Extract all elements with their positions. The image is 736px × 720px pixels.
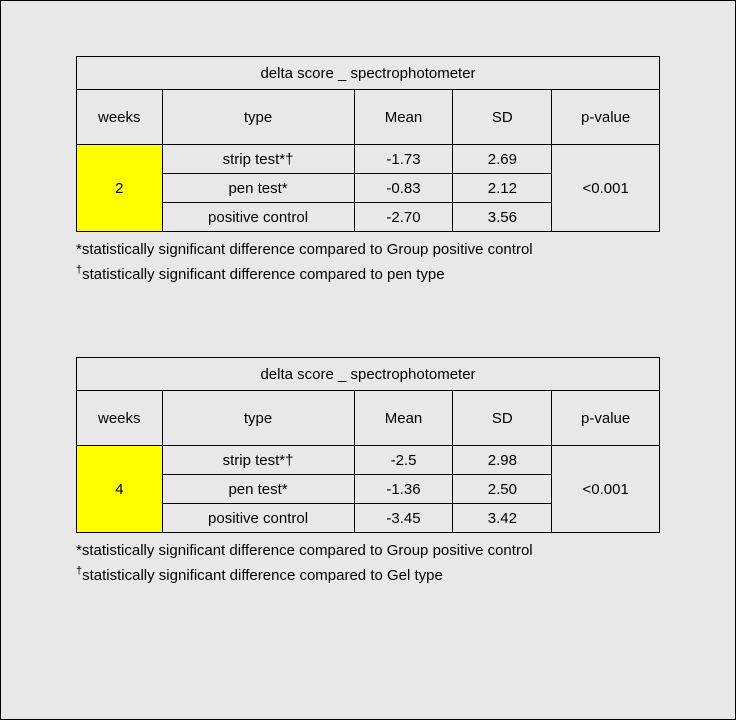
- type-cell: positive control: [162, 504, 354, 533]
- header-mean: Mean: [354, 391, 453, 446]
- header-pvalue: p-value: [552, 90, 660, 145]
- spectro-table-week2: delta score _ spectrophotometer weeks ty…: [76, 56, 660, 232]
- header-sd: SD: [453, 90, 552, 145]
- sd-cell: 2.69: [453, 145, 552, 174]
- sd-cell: 3.56: [453, 203, 552, 232]
- type-cell: strip test*†: [162, 446, 354, 475]
- header-weeks: weeks: [77, 391, 163, 446]
- footnote-line: *statistically significant difference co…: [76, 539, 660, 563]
- table-header-row: weeks type Mean SD p-value: [77, 90, 660, 145]
- table-title: delta score _ spectrophotometer: [77, 57, 660, 90]
- weeks-cell: 4: [77, 446, 163, 533]
- mean-cell: -1.36: [354, 475, 453, 504]
- mean-cell: -2.70: [354, 203, 453, 232]
- header-weeks: weeks: [77, 90, 163, 145]
- type-cell: pen test*: [162, 174, 354, 203]
- weeks-cell: 2: [77, 145, 163, 232]
- pvalue-cell: <0.001: [552, 446, 660, 533]
- header-mean: Mean: [354, 90, 453, 145]
- sd-cell: 2.50: [453, 475, 552, 504]
- mean-cell: -3.45: [354, 504, 453, 533]
- header-pvalue: p-value: [552, 391, 660, 446]
- mean-cell: -1.73: [354, 145, 453, 174]
- spectro-table-week4: delta score _ spectrophotometer weeks ty…: [76, 357, 660, 533]
- type-cell: positive control: [162, 203, 354, 232]
- footnote-line: †statistically significant difference co…: [76, 262, 660, 287]
- page-container: delta score _ spectrophotometer weeks ty…: [1, 1, 735, 608]
- table-title-row: delta score _ spectrophotometer: [77, 358, 660, 391]
- type-cell: strip test*†: [162, 145, 354, 174]
- footnote-line: *statistically significant difference co…: [76, 238, 660, 262]
- mean-cell: -0.83: [354, 174, 453, 203]
- footnote-line: †statistically significant difference co…: [76, 563, 660, 588]
- header-type: type: [162, 391, 354, 446]
- footnotes-week4: *statistically significant difference co…: [76, 539, 660, 588]
- header-type: type: [162, 90, 354, 145]
- footnote-text: statistically significant difference com…: [82, 266, 444, 283]
- header-sd: SD: [453, 391, 552, 446]
- sd-cell: 2.98: [453, 446, 552, 475]
- table-title-row: delta score _ spectrophotometer: [77, 57, 660, 90]
- pvalue-cell: <0.001: [552, 145, 660, 232]
- table-header-row: weeks type Mean SD p-value: [77, 391, 660, 446]
- footnotes-week2: *statistically significant difference co…: [76, 238, 660, 287]
- table-title: delta score _ spectrophotometer: [77, 358, 660, 391]
- mean-cell: -2.5: [354, 446, 453, 475]
- footnote-text: statistically significant difference com…: [82, 567, 443, 584]
- section-gap: [76, 287, 660, 357]
- table-row: 4 strip test*† -2.5 2.98 <0.001: [77, 446, 660, 475]
- sd-cell: 3.42: [453, 504, 552, 533]
- table-row: 2 strip test*† -1.73 2.69 <0.001: [77, 145, 660, 174]
- sd-cell: 2.12: [453, 174, 552, 203]
- type-cell: pen test*: [162, 475, 354, 504]
